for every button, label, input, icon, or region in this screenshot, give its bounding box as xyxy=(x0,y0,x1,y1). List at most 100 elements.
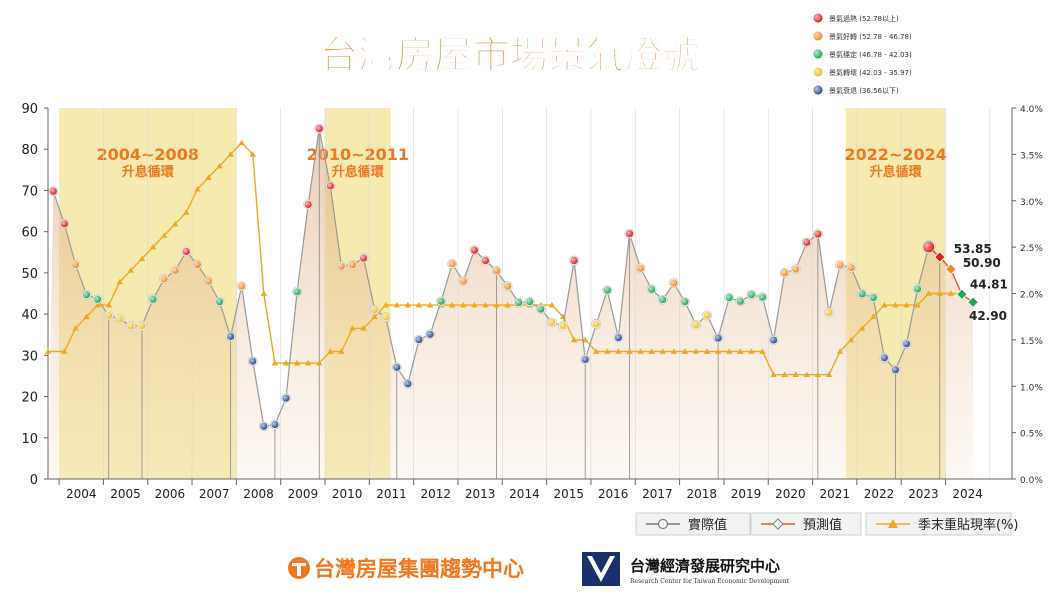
x-tick-label: 2007 xyxy=(199,487,230,501)
actual-point-shine xyxy=(548,318,556,326)
x-tick-label: 2014 xyxy=(509,487,540,501)
actual-point-shine xyxy=(825,308,833,317)
actual-point-shine xyxy=(792,265,800,273)
series-legend-box xyxy=(750,512,862,536)
actual-point-shine xyxy=(49,187,57,195)
forecast-point xyxy=(967,296,979,308)
legend-forecast-marker xyxy=(772,518,784,530)
rate-marker xyxy=(271,359,279,366)
actual-point-shine xyxy=(282,394,290,402)
rate-marker xyxy=(781,371,788,378)
rate-marker xyxy=(726,348,733,354)
signal-legend-dot-shine xyxy=(813,13,823,23)
rate-marker xyxy=(149,243,157,250)
rate-marker xyxy=(637,348,644,354)
actual-point-shine xyxy=(393,363,401,371)
x-tick-label: 2024 xyxy=(952,487,983,501)
actual-point-shine xyxy=(359,254,368,262)
actual-point-shine xyxy=(149,295,157,303)
signal-legend-dot-shine xyxy=(813,85,823,95)
actual-point-shine xyxy=(592,320,600,328)
value-area-fill xyxy=(48,128,973,479)
rate-marker xyxy=(759,348,766,354)
rate-marker xyxy=(382,301,389,308)
legend-rate-marker xyxy=(888,519,898,528)
actual-point-shine xyxy=(725,294,733,302)
rate-marker xyxy=(803,371,810,378)
rate-marker xyxy=(426,301,434,308)
rate-marker xyxy=(714,348,722,354)
y-right-tick-label: 3.5% xyxy=(1020,151,1043,161)
y-right-tick-label: 0.5% xyxy=(1020,430,1043,440)
rate-marker xyxy=(548,301,556,308)
actual-point-shine xyxy=(836,261,844,269)
actual-point-shine xyxy=(891,366,900,374)
rate-marker xyxy=(903,301,910,308)
x-tick-label: 2013 xyxy=(465,487,496,501)
actual-point-shine xyxy=(781,269,789,277)
rate-marker xyxy=(892,301,899,308)
series-legend-label: 季末重貼現率(%) xyxy=(918,517,1019,533)
actual-point-shine xyxy=(60,220,68,228)
rate-marker xyxy=(404,301,412,308)
actual-point-shine xyxy=(260,422,268,430)
x-tick-label: 2019 xyxy=(731,487,762,501)
x-tick-label: 2009 xyxy=(288,487,319,501)
rate-marker xyxy=(748,348,755,354)
y-right-tick-label: 0.0% xyxy=(1020,476,1043,486)
band-label-range: 2022~2024 xyxy=(844,145,946,164)
rate-marker xyxy=(858,325,866,331)
actual-point-shine xyxy=(603,286,611,294)
forecast-data-label: 42.90 xyxy=(969,309,1007,323)
x-tick-label: 2010 xyxy=(332,487,363,501)
rate-marker xyxy=(94,301,101,308)
rate-marker xyxy=(914,301,921,308)
actual-point-shine xyxy=(492,267,501,275)
x-tick-label: 2004 xyxy=(66,487,97,501)
rate-marker xyxy=(72,325,79,331)
forecast-data-label: 50.90 xyxy=(963,256,1001,270)
rate-marker xyxy=(316,359,323,366)
actual-point-shine xyxy=(204,277,213,285)
signal-legend-label: 景氣好轉 (52.78 - 46.78) xyxy=(829,32,912,41)
rate-marker xyxy=(836,348,844,354)
actual-point-shine xyxy=(371,306,379,314)
x-tick-label: 2005 xyxy=(110,487,141,501)
rate-marker xyxy=(127,267,135,273)
rate-marker xyxy=(947,290,955,296)
signal-legend-label: 景氣衰退 (36.56以下) xyxy=(829,86,899,95)
series-legend-label: 實際值 xyxy=(688,517,727,533)
y-left-tick-label: 40 xyxy=(21,308,38,323)
x-tick-label: 2016 xyxy=(598,487,629,501)
rate-marker xyxy=(881,301,888,308)
taiwan-realty-logo: 台灣房屋集團趨勢中心 xyxy=(288,557,524,581)
rate-marker xyxy=(504,301,511,308)
actual-point-shine xyxy=(847,263,855,272)
actual-point-shine xyxy=(526,298,534,306)
x-tick-label: 2017 xyxy=(642,487,673,501)
actual-point-shine xyxy=(459,277,467,285)
rate-marker xyxy=(825,371,833,378)
rate-marker xyxy=(44,348,52,354)
rate-marker xyxy=(160,232,168,238)
actual-point-shine xyxy=(127,322,135,330)
tedc-logo: 台灣經濟發展研究中心 Research Center for Taiwan Eco… xyxy=(582,552,790,586)
rate-marker xyxy=(249,151,256,157)
y-right-tick-label: 4.0% xyxy=(1020,105,1043,115)
rate-marker xyxy=(338,348,345,354)
rate-marker xyxy=(360,325,367,331)
rate-marker xyxy=(282,359,290,366)
rate-marker xyxy=(205,174,212,180)
y-right-tick-label: 3.0% xyxy=(1020,198,1043,208)
actual-point-shine xyxy=(171,266,179,275)
rate-marker xyxy=(61,348,68,354)
actual-point-shine xyxy=(858,290,866,298)
actual-point-shine xyxy=(315,125,323,133)
y-left-tick-label: 50 xyxy=(21,267,38,282)
x-tick-label: 2023 xyxy=(908,487,939,501)
actual-point-shine xyxy=(481,256,490,265)
series-legend-label: 預測值 xyxy=(803,517,842,533)
rate-marker xyxy=(371,313,378,320)
